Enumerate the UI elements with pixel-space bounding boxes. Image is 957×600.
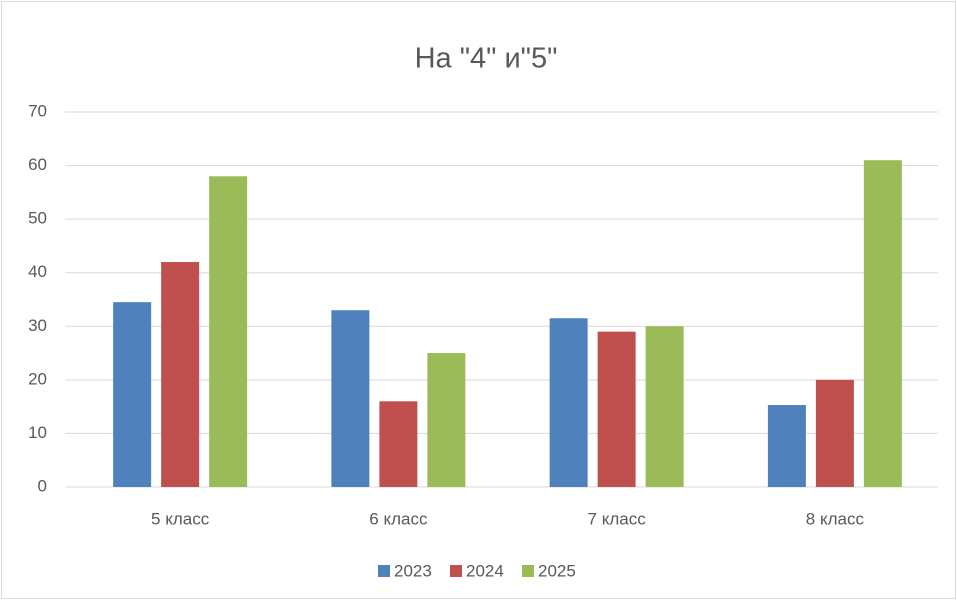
x-tick-label: 7 класс	[588, 509, 647, 528]
y-tick-label: 70	[28, 101, 47, 120]
bar	[161, 262, 200, 487]
chart-title: На "4" и"5"	[415, 43, 558, 75]
bar	[863, 160, 902, 487]
bar	[331, 310, 370, 487]
legend-label: 2025	[538, 561, 576, 580]
legend-label: 2024	[466, 561, 504, 580]
y-tick-label: 0	[38, 476, 47, 495]
y-tick-label: 30	[28, 316, 47, 335]
bar	[113, 302, 152, 487]
bar	[645, 326, 684, 487]
y-tick-label: 10	[28, 423, 47, 442]
bar	[549, 318, 588, 487]
x-tick-label: 6 класс	[369, 509, 428, 528]
bar	[767, 405, 806, 487]
bar	[815, 379, 854, 487]
legend-swatch	[522, 565, 534, 577]
y-tick-label: 40	[28, 262, 47, 281]
x-tick-label: 5 класс	[151, 509, 210, 528]
legend-label: 2023	[394, 561, 432, 580]
y-tick-label: 20	[28, 369, 47, 388]
bar	[209, 176, 248, 488]
y-tick-label: 50	[28, 209, 47, 228]
legend-swatch	[450, 565, 462, 577]
x-tick-label: 8 класс	[806, 509, 865, 528]
bar	[379, 401, 418, 487]
bar	[597, 331, 636, 487]
y-tick-label: 60	[28, 155, 47, 174]
legend-swatch	[378, 565, 390, 577]
bar	[427, 353, 466, 487]
